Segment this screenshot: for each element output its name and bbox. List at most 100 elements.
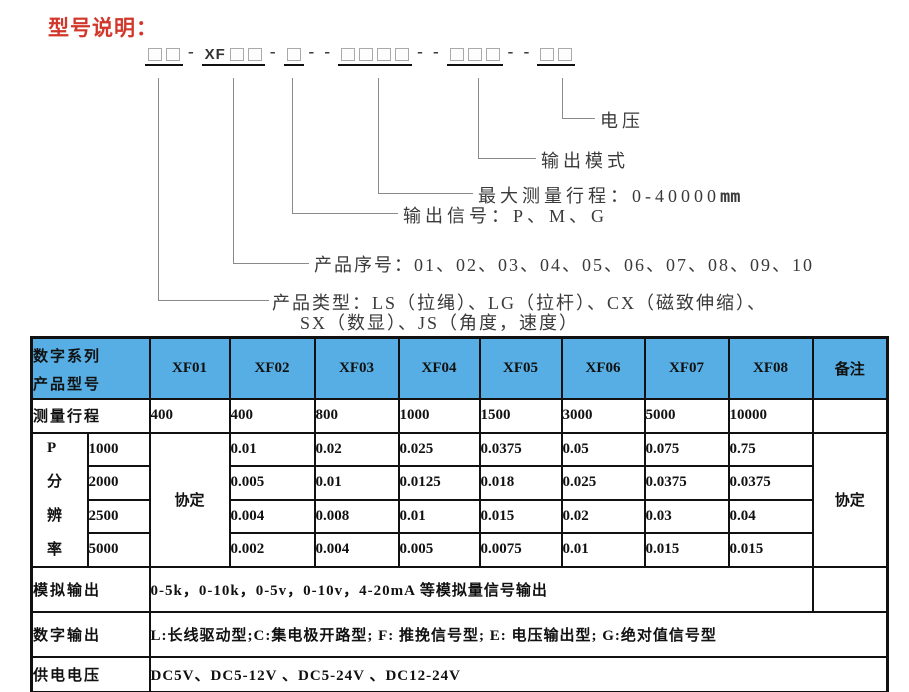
resolution-value: 0.005 [397, 532, 481, 568]
label-max-travel: 最大测量行程：0-40000mm [478, 182, 740, 208]
resolution-value: 0.025 [560, 465, 646, 501]
analog-output-row: 模拟输出 0-5k，0-10k，0-5v，0-10v，4-20mA 等模拟量信号… [30, 565, 889, 613]
code-group-output-mode [446, 48, 503, 66]
code-box [395, 48, 410, 61]
header-xf05: XF05 [478, 336, 563, 400]
resolution-value: 0.008 [313, 498, 400, 534]
label-max-travel-text: 最大测量行程：0-40000 [478, 186, 720, 206]
travel-remark-empty [811, 397, 889, 434]
resolution-value: 0.0375 [643, 465, 730, 501]
header-xf03: XF03 [313, 336, 400, 400]
travel-value: 400 [148, 397, 231, 434]
axis-char: 辨 [47, 508, 63, 525]
code-prefix-xf: XF [204, 46, 226, 63]
code-group-voltage [537, 48, 576, 66]
remark-merged-cell: 协定 [811, 431, 889, 568]
analog-output-label: 模拟输出 [30, 565, 151, 613]
axis-char: P [47, 439, 57, 456]
code-box [558, 48, 573, 61]
travel-value: 3000 [560, 397, 646, 434]
code-separator: - [188, 42, 197, 61]
resolution-value: 0.004 [313, 532, 400, 568]
resolution-value: 0.075 [643, 431, 730, 467]
resolution-value: 0.02 [560, 498, 646, 534]
resolution-row-1000: P 分 辨 率 1000 协定 0.01 0.02 0.025 0.0375 0… [30, 431, 889, 568]
label-output-mode: 输出模式 [541, 151, 629, 171]
travel-row: 测量行程 400 400 800 1000 1500 3000 5000 100… [30, 397, 889, 434]
spec-table: 数字系列 产品型号 XF01 XF02 XF03 XF04 XF05 XF06 … [30, 336, 890, 692]
code-box [449, 48, 464, 61]
resolution-sub: 2500 [86, 498, 151, 534]
resolution-value: 0.01 [397, 498, 481, 534]
resolution-value: 0.0375 [478, 431, 563, 467]
travel-value: 10000 [727, 397, 814, 434]
resolution-value: 0.004 [228, 498, 316, 534]
resolution-row-5000: 5000 0.002 0.004 0.005 0.0075 0.01 0.015… [32, 532, 888, 568]
resolution-sub: 1000 [86, 431, 151, 467]
resolution-axis-label: P 分 辨 率 [30, 431, 89, 568]
power-voltage-value: DC5V、DC5-12V 、DC5-24V 、DC12-24V [148, 655, 889, 692]
digital-output-value: L:长线驱动型;C:集电极开路型; F: 推挽信号型; E: 电压输出型; G:… [148, 610, 889, 658]
header-line1: 数字系列 [33, 349, 102, 366]
axis-char: 率 [47, 542, 63, 559]
resolution-value: 0.02 [313, 431, 400, 467]
connector-product-serial [233, 78, 309, 264]
connector-voltage [562, 78, 595, 119]
code-group-signal [283, 48, 304, 66]
resolution-value: 0.015 [643, 532, 730, 568]
header-xf06: XF06 [560, 336, 646, 400]
xf01-merged-cell: 协定 [148, 431, 231, 568]
resolution-value: 0.03 [643, 498, 730, 534]
code-box [341, 48, 356, 61]
code-box [229, 48, 244, 61]
axis-char: 分 [47, 473, 63, 490]
code-box [377, 48, 392, 61]
resolution-value: 0.04 [727, 498, 814, 534]
analog-remark-empty [811, 565, 889, 613]
code-box [485, 48, 500, 61]
code-box [148, 48, 162, 61]
label-product-type-line1: 产品类型：LS（拉绳）、LG（拉杆）、CX（磁致伸缩）、 [272, 293, 768, 313]
resolution-value: 0.0125 [397, 465, 481, 501]
resolution-value: 0.015 [478, 498, 563, 534]
resolution-value: 0.005 [228, 465, 316, 501]
header-xf04: XF04 [397, 336, 481, 400]
resolution-value: 0.01 [228, 431, 316, 467]
resolution-value: 0.01 [313, 465, 400, 501]
resolution-sub: 5000 [86, 532, 151, 568]
code-group-type [145, 48, 183, 66]
travel-value: 400 [228, 397, 316, 434]
header-xf01: XF01 [148, 336, 231, 400]
label-output-signal: 输出信号：P、M、G [403, 206, 609, 226]
header-line2: 产品型号 [33, 377, 102, 394]
label-product-type-line2: SX（数显）、JS（角度，速度） [300, 313, 580, 333]
header-product-model: 数字系列 产品型号 [30, 336, 151, 400]
resolution-row-2500: 2500 0.004 0.008 0.01 0.015 0.02 0.03 0.… [32, 498, 888, 534]
resolution-value: 0.025 [397, 431, 481, 467]
page-title: 型号说明： [48, 17, 158, 40]
label-voltage: 电压 [600, 111, 644, 131]
code-box [359, 48, 374, 61]
resolution-value: 0.018 [478, 465, 563, 501]
power-voltage-row: 供电电压 DC5V、DC5-12V 、DC5-24V 、DC12-24V [30, 655, 889, 692]
code-group-series: XF [201, 46, 265, 66]
travel-label: 测量行程 [30, 397, 151, 434]
header-remark: 备注 [811, 336, 889, 400]
analog-output-value: 0-5k，0-10k，0-5v，0-10v，4-20mA 等模拟量信号输出 [148, 565, 814, 613]
resolution-value: 0.0075 [478, 532, 563, 568]
travel-value: 1500 [478, 397, 563, 434]
code-separator: - - [417, 42, 442, 61]
resolution-value: 0.01 [560, 532, 646, 568]
resolution-sub: 2000 [86, 465, 151, 501]
resolution-value: 0.0375 [727, 465, 814, 501]
digital-output-label: 数字输出 [30, 610, 151, 658]
resolution-row-2000: 2000 0.005 0.01 0.0125 0.018 0.025 0.037… [32, 465, 888, 501]
connector-output-mode [478, 78, 536, 159]
label-product-serial: 产品序号：01、02、03、04、05、06、07、08、09、10 [314, 255, 814, 275]
resolution-value: 0.05 [560, 431, 646, 467]
table-header-row: 数字系列 产品型号 XF01 XF02 XF03 XF04 XF05 XF06 … [30, 336, 889, 400]
header-xf02: XF02 [228, 336, 316, 400]
connector-max-travel [378, 78, 473, 194]
travel-value: 1000 [397, 397, 481, 434]
